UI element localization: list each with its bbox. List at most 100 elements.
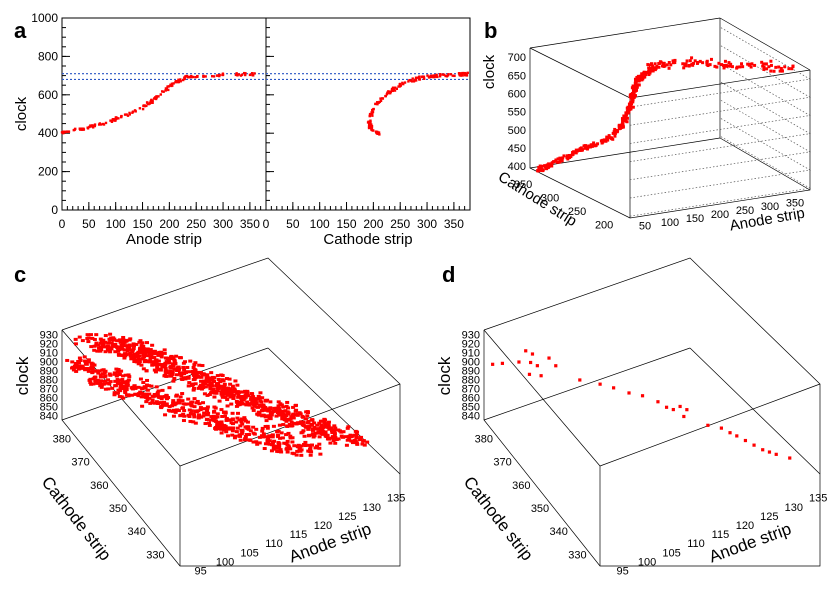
data-point (103, 369, 108, 373)
data-point (65, 358, 70, 362)
data-point (241, 398, 246, 402)
data-point (116, 346, 121, 350)
data-point (790, 67, 794, 71)
data-point (126, 373, 131, 377)
data-point (177, 367, 182, 371)
x-tick-label: 50 (286, 217, 300, 231)
data-point (317, 446, 322, 450)
y-axis-ticks (62, 17, 274, 211)
data-point (339, 430, 344, 434)
data-point (559, 158, 563, 162)
data-point (134, 342, 139, 346)
data-point (433, 75, 436, 79)
data-point (459, 74, 463, 77)
data-point (256, 413, 261, 417)
data-point (289, 424, 294, 428)
data-point (422, 75, 426, 78)
data-point (87, 367, 92, 371)
data-point (62, 130, 65, 133)
data-point (632, 95, 636, 99)
data-point (210, 75, 214, 78)
data-point (741, 65, 745, 69)
data-point (762, 62, 766, 66)
data-point (115, 339, 120, 343)
data-point (125, 383, 130, 387)
data-point (134, 354, 139, 358)
data-point (261, 432, 266, 436)
data-point (242, 416, 247, 420)
data-point (308, 447, 313, 451)
x-tick-label: 135 (387, 493, 405, 505)
data-point (319, 431, 324, 435)
data-point (134, 110, 137, 113)
data-point (148, 359, 153, 363)
data-point (136, 392, 141, 396)
data-point (308, 453, 313, 457)
data-point (301, 420, 306, 424)
data-point (239, 432, 244, 436)
data-point (235, 426, 240, 430)
data-point (210, 416, 215, 420)
data-point (387, 91, 390, 94)
data-point (145, 398, 150, 402)
data-point (188, 75, 191, 79)
data-point (93, 123, 97, 126)
data-point (153, 370, 158, 374)
z-tick-label: 920 (462, 339, 480, 351)
data-point (316, 431, 321, 435)
data-point (192, 370, 197, 374)
data-point (113, 379, 118, 383)
data-point (178, 356, 183, 360)
data-point (529, 360, 533, 365)
data-point (114, 345, 119, 349)
data-point (290, 440, 295, 444)
data-point (569, 155, 573, 159)
y-tick-label: 350 (531, 503, 549, 515)
data-point (671, 59, 675, 63)
data-point (204, 75, 207, 78)
data-point (370, 124, 373, 127)
data-point (125, 349, 130, 353)
data-point (123, 389, 128, 393)
data-point (120, 115, 123, 118)
x-tick-label: 250 (390, 217, 410, 231)
data-point (294, 453, 299, 457)
data-point (137, 340, 142, 344)
data-point (155, 392, 160, 396)
data-point (123, 373, 128, 377)
data-point (586, 145, 590, 149)
data-point (268, 412, 273, 416)
data-point (322, 425, 327, 429)
box-edge (61, 347, 269, 421)
data-point (333, 436, 338, 440)
data-point (200, 407, 205, 411)
data-point (123, 344, 128, 348)
data-point (164, 369, 169, 373)
data-point (635, 85, 639, 89)
data-point (271, 447, 276, 451)
data-point (327, 427, 332, 431)
z-tick-label: 880 (462, 375, 480, 387)
data-point (635, 78, 639, 82)
data-point (379, 97, 382, 100)
data-point (151, 362, 156, 366)
data-point (286, 406, 291, 410)
data-point (444, 74, 447, 78)
data-point (201, 372, 206, 376)
data-point (346, 435, 351, 439)
x-tick-label: 125 (338, 511, 356, 523)
data-point (671, 407, 675, 412)
data-point (148, 348, 153, 352)
data-point (353, 433, 358, 437)
data-point (658, 61, 662, 65)
data-point (174, 394, 179, 398)
data-point (133, 386, 138, 390)
track-points (536, 56, 795, 173)
data-point (227, 377, 232, 381)
data-point (276, 443, 281, 447)
data-point (657, 65, 661, 69)
data-point (219, 392, 224, 396)
data-point (98, 345, 103, 349)
data-point (154, 358, 159, 362)
data-point (297, 447, 302, 451)
